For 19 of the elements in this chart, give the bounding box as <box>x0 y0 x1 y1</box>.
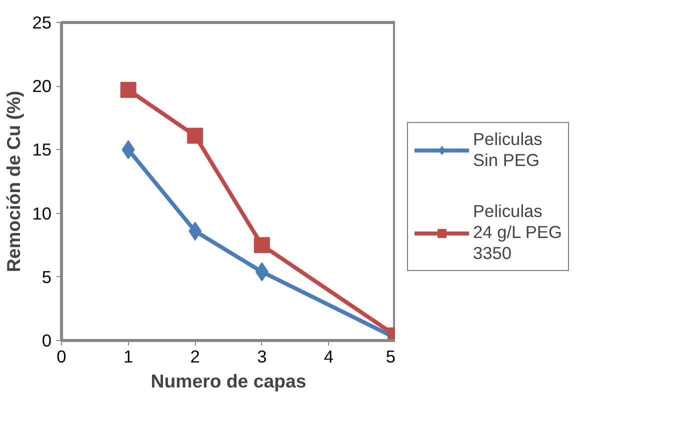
y-tick-label: 25 <box>32 12 52 32</box>
y-tick-label: 20 <box>32 76 52 96</box>
x-axis-title: Numero de capas <box>150 370 306 392</box>
y-tick-label: 0 <box>42 330 52 350</box>
point <box>254 237 270 254</box>
x-tick-label: 4 <box>324 346 334 366</box>
y-tick-label: 5 <box>42 266 52 287</box>
y-tick-label: 10 <box>32 203 52 224</box>
legend-label: Peliculas Sin PEG <box>473 129 542 171</box>
y-tick-label: 15 <box>32 140 52 160</box>
x-tick-label: 2 <box>190 346 200 366</box>
legend-label: Peliculas 24 g/L PEG 3350 <box>473 201 562 264</box>
x-tick-label: 5 <box>386 346 396 366</box>
point <box>120 82 136 98</box>
x-tick-label: 0 <box>56 346 66 366</box>
x-tick-label: 1 <box>123 346 134 366</box>
y-axis-title: Remoción de Cu (%) <box>3 90 24 272</box>
x-tick-label: 3 <box>257 346 267 366</box>
point <box>187 128 204 144</box>
